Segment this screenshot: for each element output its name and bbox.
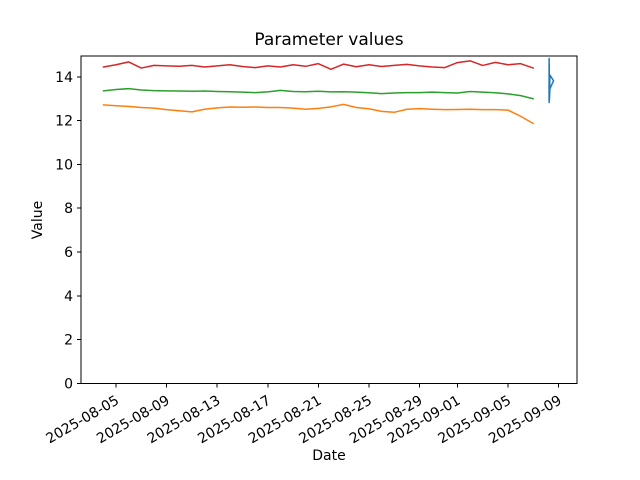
y-axis-label: Value (30, 200, 46, 240)
y-tick-label: 8 (64, 201, 73, 217)
plot-frame (80, 55, 578, 384)
y-tick-label: 14 (55, 70, 73, 86)
series-orange (102, 103, 535, 125)
series-blue (548, 57, 555, 104)
y-tick-label: 0 (64, 377, 73, 393)
y-tick-label: 6 (64, 245, 73, 261)
series-red (102, 60, 535, 71)
chart-title: Parameter values (254, 30, 404, 50)
series-green (102, 87, 535, 100)
y-tick-label: 10 (55, 157, 73, 173)
x-axis-label: Date (312, 448, 346, 464)
y-tick-label: 2 (64, 333, 73, 349)
y-tick-label: 4 (64, 289, 73, 305)
y-tick-label: 12 (55, 114, 73, 130)
